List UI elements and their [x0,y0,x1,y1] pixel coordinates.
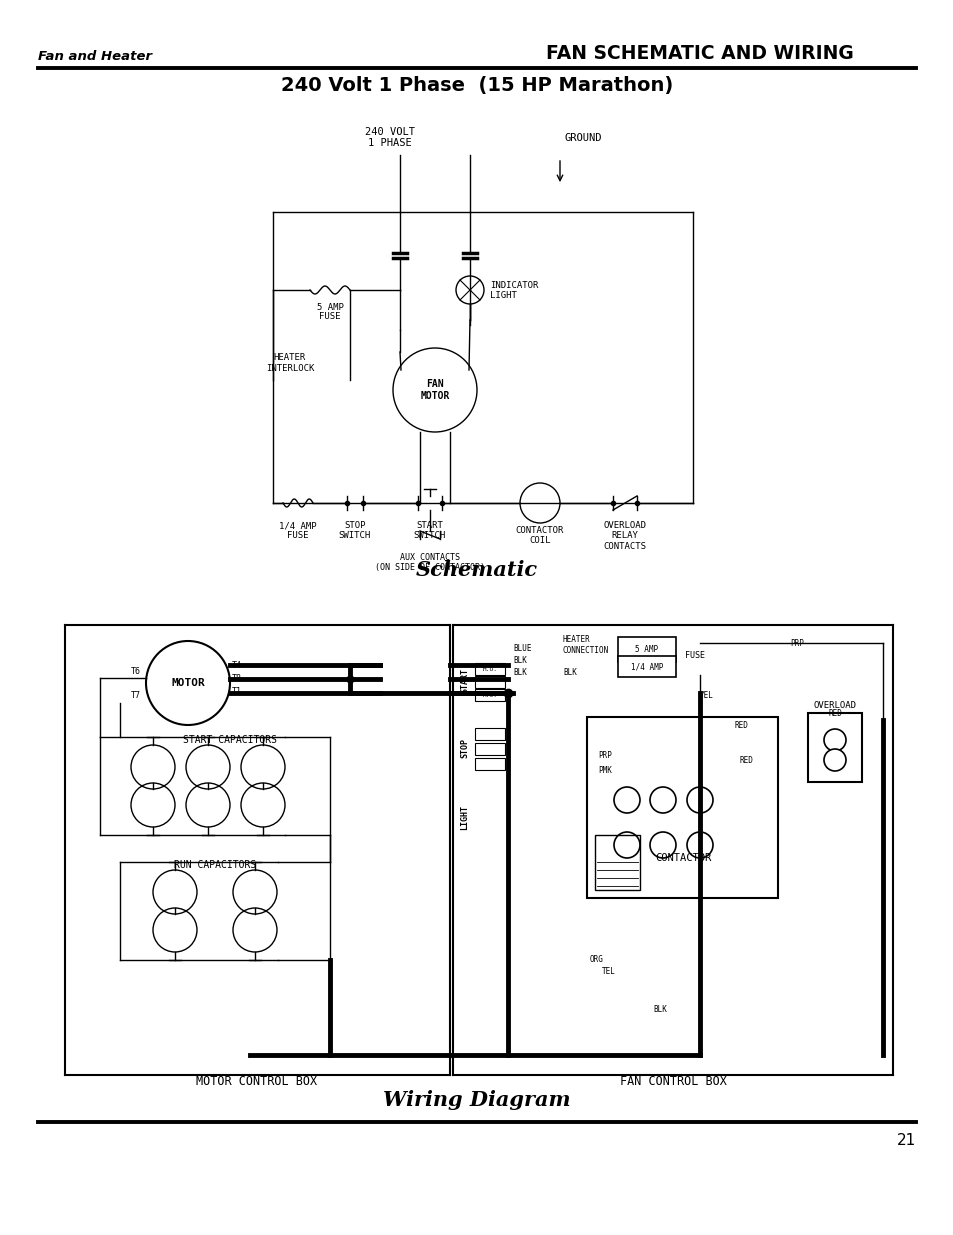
Text: RUN CAPACITORS: RUN CAPACITORS [173,860,255,869]
Text: AUX CONTACTS: AUX CONTACTS [399,553,459,562]
Bar [475,758,504,769]
Text: T4: T4 [232,661,242,669]
Bar [475,727,504,740]
Text: PMK: PMK [598,766,611,774]
Text: BLK: BLK [653,1005,666,1014]
Text: 1 PHASE: 1 PHASE [368,138,412,148]
Text: T6: T6 [131,667,141,676]
Text: 240 VOLT: 240 VOLT [365,127,415,137]
Text: H.O.: H.O. [482,693,497,698]
Text: RED: RED [740,756,753,764]
FancyBboxPatch shape [807,713,862,782]
Text: RED: RED [827,709,841,718]
Text: T1: T1 [232,687,242,695]
Circle shape [649,787,676,813]
FancyBboxPatch shape [618,636,676,662]
Text: GROUND: GROUND [564,133,602,143]
Bar [475,689,504,701]
Bar [595,835,639,890]
Text: 5 AMP: 5 AMP [635,645,658,653]
Text: YEL: YEL [700,690,713,699]
Text: 240 Volt 1 Phase  (15 HP Marathon): 240 Volt 1 Phase (15 HP Marathon) [280,77,673,95]
Text: 1/4 AMP
FUSE: 1/4 AMP FUSE [279,521,316,541]
Text: (ON SIDE OF CONTACTOR): (ON SIDE OF CONTACTOR) [375,563,484,572]
Text: 5 AMP: 5 AMP [316,303,343,312]
Text: TEL: TEL [601,967,616,977]
Text: OVERLOAD: OVERLOAD [813,701,856,710]
Text: T8: T8 [232,673,242,683]
Text: START CAPACITORS: START CAPACITORS [183,735,276,745]
Text: BLK: BLK [562,667,577,677]
Text: CONTACTOR: CONTACTOR [654,853,710,863]
Text: Wiring Diagram: Wiring Diagram [383,1091,570,1110]
Text: BLK: BLK [513,667,526,677]
Text: MOTOR: MOTOR [171,678,205,688]
Circle shape [649,832,676,858]
Text: 21: 21 [896,1132,915,1149]
Circle shape [614,787,639,813]
Text: FUSE: FUSE [684,651,704,659]
Text: LIGHT: LIGHT [460,805,469,830]
Text: FAN
MOTOR: FAN MOTOR [420,379,449,401]
Text: 1/4 AMP: 1/4 AMP [630,662,662,672]
Text: RED: RED [734,720,748,730]
Text: START
SWITCH: START SWITCH [414,521,446,541]
Circle shape [686,832,712,858]
Text: PRP: PRP [789,638,803,647]
Text: START: START [460,667,469,693]
Text: ORG: ORG [589,956,603,965]
FancyBboxPatch shape [586,718,778,898]
Text: BLK: BLK [513,656,526,664]
Circle shape [823,748,845,771]
FancyBboxPatch shape [618,656,676,677]
Bar [475,676,504,688]
Text: INDICATOR: INDICATOR [490,280,537,289]
Bar [475,743,504,755]
Bar [475,663,504,676]
Text: HEATER: HEATER [274,353,306,362]
Circle shape [686,787,712,813]
Circle shape [614,832,639,858]
Text: LIGHT: LIGHT [490,290,517,300]
Text: MOTOR CONTROL BOX: MOTOR CONTROL BOX [196,1074,317,1088]
Text: STOP
SWITCH: STOP SWITCH [338,521,371,541]
Text: FAN CONTROL BOX: FAN CONTROL BOX [618,1074,725,1088]
Circle shape [823,729,845,751]
Text: T7: T7 [131,690,141,699]
Text: BLUE: BLUE [513,643,531,652]
Text: PRP: PRP [598,751,611,760]
Text: OVERLOAD
RELAY
CONTACTS: OVERLOAD RELAY CONTACTS [603,521,646,551]
Text: CONTACTOR
COIL: CONTACTOR COIL [516,526,563,546]
Text: Fan and Heater: Fan and Heater [38,49,152,63]
Text: FAN SCHEMATIC AND WIRING: FAN SCHEMATIC AND WIRING [545,44,853,63]
Text: HEATER
CONNECTION: HEATER CONNECTION [562,635,609,655]
Text: STOP: STOP [460,739,469,758]
Text: FUSE: FUSE [319,312,340,321]
Text: INTERLOCK: INTERLOCK [266,364,314,373]
Text: H.O.: H.O. [482,667,497,672]
Text: Schematic: Schematic [416,559,537,580]
